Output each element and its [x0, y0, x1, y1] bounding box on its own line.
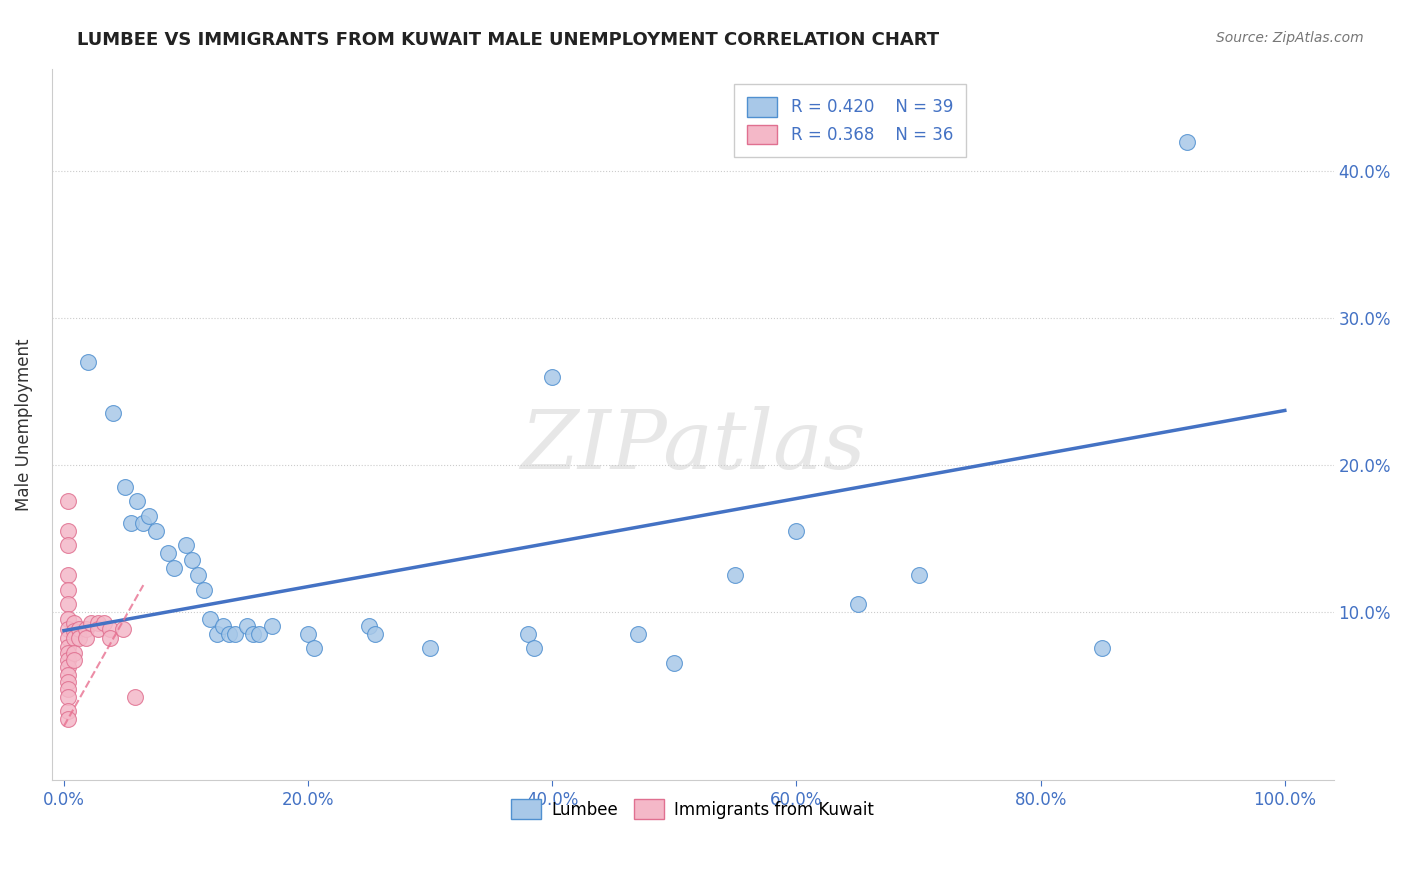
Point	[120, 516, 142, 531]
Point	[145, 524, 167, 538]
Point	[907, 567, 929, 582]
Point	[205, 626, 228, 640]
Point	[56, 567, 79, 582]
Point	[56, 690, 79, 704]
Point	[56, 631, 79, 645]
Point	[302, 641, 325, 656]
Point	[1091, 641, 1114, 656]
Point	[75, 622, 97, 636]
Point	[359, 619, 381, 633]
Point	[56, 640, 79, 654]
Point	[75, 631, 97, 645]
Point	[224, 626, 246, 640]
Point	[62, 616, 84, 631]
Point	[56, 712, 79, 726]
Text: ZIPatlas: ZIPatlas	[520, 406, 866, 486]
Point	[62, 653, 84, 667]
Point	[67, 622, 90, 636]
Point	[242, 626, 264, 640]
Point	[80, 616, 103, 631]
Point	[101, 406, 124, 420]
Point	[193, 582, 215, 597]
Point	[163, 560, 186, 574]
Point	[127, 494, 149, 508]
Point	[111, 622, 134, 636]
Point	[56, 597, 79, 611]
Point	[211, 619, 233, 633]
Point	[236, 619, 259, 633]
Point	[516, 626, 538, 640]
Point	[138, 509, 160, 524]
Point	[187, 567, 209, 582]
Point	[93, 616, 115, 631]
Point	[56, 622, 79, 636]
Point	[67, 631, 90, 645]
Point	[664, 656, 686, 670]
Point	[56, 667, 79, 681]
Text: Source: ZipAtlas.com: Source: ZipAtlas.com	[1216, 31, 1364, 45]
Point	[56, 494, 79, 508]
Text: LUMBEE VS IMMIGRANTS FROM KUWAIT MALE UNEMPLOYMENT CORRELATION CHART: LUMBEE VS IMMIGRANTS FROM KUWAIT MALE UN…	[77, 31, 939, 49]
Point	[523, 641, 546, 656]
Point	[419, 641, 441, 656]
Point	[247, 626, 270, 640]
Point	[87, 622, 110, 636]
Point	[260, 619, 283, 633]
Point	[62, 631, 84, 645]
Point	[218, 626, 240, 640]
Point	[56, 612, 79, 626]
Point	[56, 682, 79, 697]
Point	[114, 480, 136, 494]
Point	[132, 516, 155, 531]
Y-axis label: Male Unemployment: Male Unemployment	[15, 338, 32, 510]
Point	[56, 653, 79, 667]
Point	[785, 524, 807, 538]
Point	[1175, 135, 1198, 149]
Point	[56, 646, 79, 660]
Point	[56, 660, 79, 674]
Point	[124, 690, 146, 704]
Point	[62, 646, 84, 660]
Point	[56, 582, 79, 597]
Point	[56, 524, 79, 538]
Point	[724, 567, 747, 582]
Point	[56, 704, 79, 718]
Legend: Lumbee, Immigrants from Kuwait: Lumbee, Immigrants from Kuwait	[505, 793, 882, 825]
Point	[297, 626, 319, 640]
Point	[541, 369, 564, 384]
Point	[156, 546, 179, 560]
Point	[98, 631, 121, 645]
Point	[364, 626, 387, 640]
Point	[87, 616, 110, 631]
Point	[627, 626, 650, 640]
Point	[174, 539, 197, 553]
Point	[200, 612, 222, 626]
Point	[56, 539, 79, 553]
Point	[77, 355, 100, 369]
Point	[56, 675, 79, 690]
Point	[62, 624, 84, 638]
Point	[181, 553, 204, 567]
Point	[846, 597, 869, 611]
Point	[98, 622, 121, 636]
